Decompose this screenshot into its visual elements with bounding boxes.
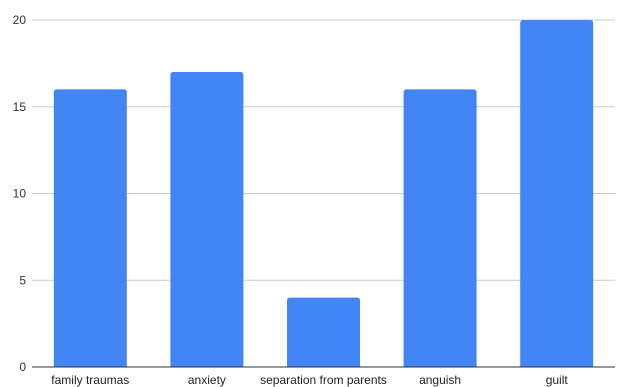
x-tick-label: anguish [419, 373, 461, 387]
bar-anguish [403, 89, 477, 368]
x-tick-label: anxiety [188, 373, 226, 387]
bar-guilt [520, 20, 594, 367]
y-tick-label: 15 [13, 100, 27, 114]
y-tick-labels: 0 5 10 15 20 [13, 13, 27, 374]
x-tick-label: separation from parents [260, 373, 387, 387]
bars [53, 20, 594, 368]
y-tick-label: 0 [19, 360, 26, 374]
y-tick-label: 10 [13, 187, 27, 201]
bar-anxiety [170, 72, 244, 368]
y-tick-label: 5 [19, 273, 26, 287]
y-tick-label: 20 [13, 13, 27, 27]
grid-lines [32, 19, 615, 281]
bar-separation-from-parents [287, 297, 360, 367]
x-tick-labels: family traumas anxiety separation from par… [51, 373, 568, 387]
x-tick-label: guilt [546, 373, 569, 387]
x-tick-label: family traumas [51, 373, 129, 387]
bar-family-traumas [53, 89, 127, 368]
